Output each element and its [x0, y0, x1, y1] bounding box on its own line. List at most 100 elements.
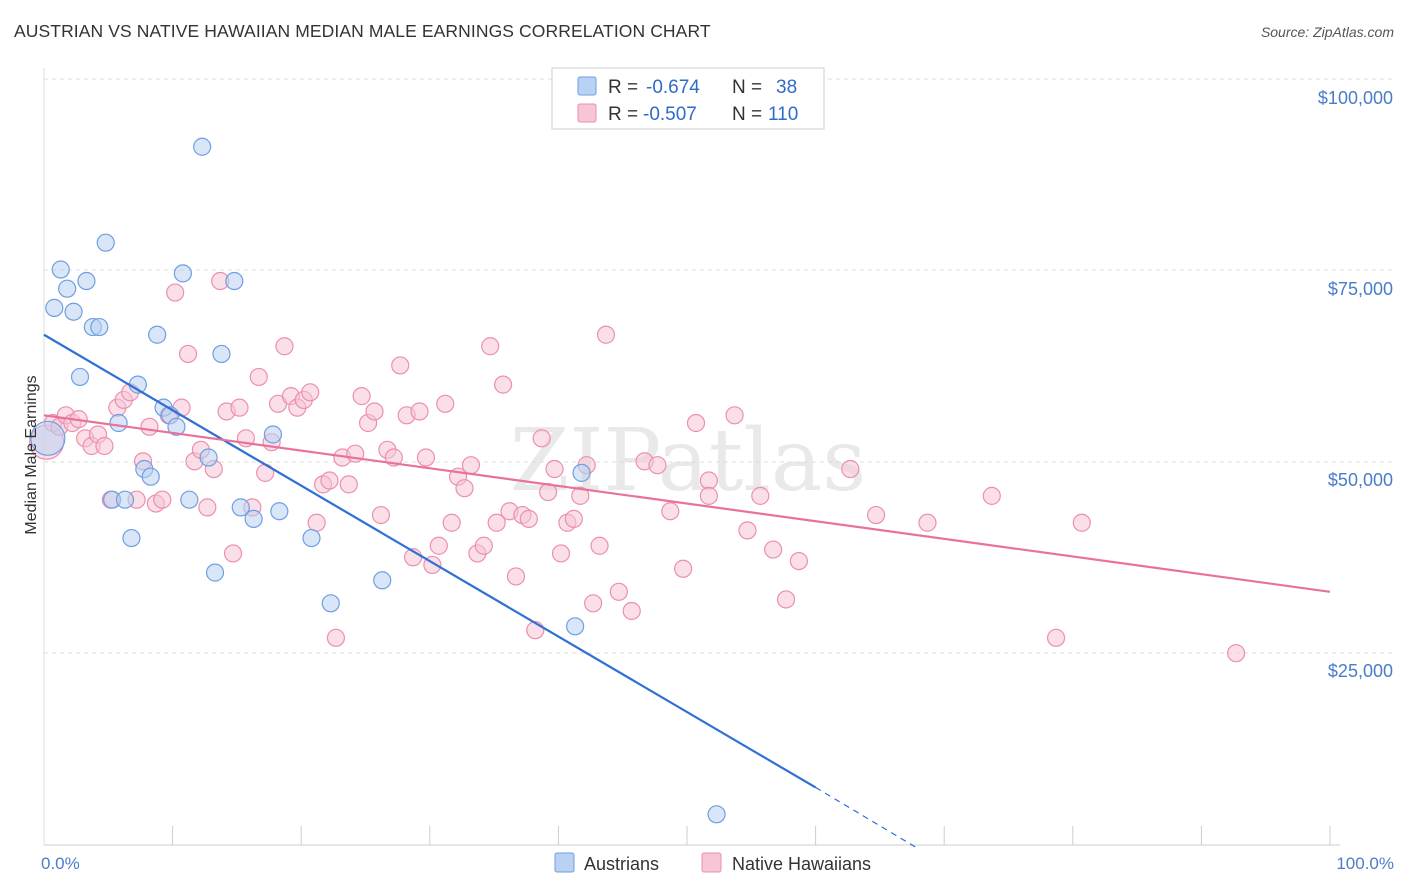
y-tick-labels: $100,000 $75,000 $50,000 $25,000: [1318, 88, 1393, 681]
native-hawaiian-point: [686, 413, 706, 433]
x-ticks: [43, 826, 1331, 845]
austrian-point: [373, 571, 392, 590]
native-hawaiian-point: [776, 590, 796, 609]
y-tick-label: $100,000: [1318, 88, 1393, 108]
chart-title: AUSTRIAN VS NATIVE HAWAIIAN MEDIAN MALE …: [14, 21, 711, 41]
native-hawaiian-point: [461, 456, 481, 475]
native-hawaiian-point: [166, 283, 185, 302]
native-hawaiian-point: [674, 559, 693, 578]
austrian-point: [115, 490, 135, 509]
native-hawaiian-point: [301, 383, 320, 402]
austrian-point: [148, 325, 167, 344]
austrian-point: [263, 425, 283, 444]
native-hawaiian-point: [436, 394, 455, 413]
native-hawaiian-point: [320, 471, 339, 490]
native-hawaiian-point: [153, 490, 172, 509]
legend-n-label-2: N =: [732, 104, 762, 125]
austrian-point: [572, 463, 591, 482]
native-hawaiian-point: [532, 429, 551, 448]
correlation-legend: R = -0.674 N = 38 R = -0.507 N = 110: [551, 67, 825, 130]
austrian-point: [122, 528, 141, 548]
native-hawaiian-point: [95, 436, 114, 456]
native-hawaiian-point: [982, 486, 1001, 505]
austrian-point: [51, 260, 70, 279]
chart-source: Source: ZipAtlas.com: [1260, 24, 1394, 40]
regression-line-native-hawaiians: [43, 414, 1331, 593]
legend-r-value-2: -0.507: [643, 104, 697, 125]
austrian-point: [193, 137, 212, 156]
native-hawaiian-point: [223, 544, 243, 563]
austrian-point: [707, 805, 726, 824]
y-tick-label: $25,000: [1328, 661, 1393, 681]
native-hawaiian-point: [725, 406, 744, 425]
bottom-legend-swatch-austrians: [554, 852, 575, 873]
austrian-point: [173, 264, 192, 283]
native-hawaiian-point: [648, 456, 667, 475]
y-tick-label: $75,000: [1328, 279, 1393, 299]
native-hawaiian-point: [596, 325, 616, 344]
bottom-legend-swatch-native-hawaiians: [701, 852, 722, 873]
native-hawaiian-point: [661, 502, 680, 521]
austrian-point: [244, 509, 263, 528]
native-hawaiian-point: [307, 513, 326, 532]
native-hawaiian-point: [699, 486, 718, 505]
austrian-point: [64, 302, 83, 321]
native-hawaiian-point: [738, 521, 757, 540]
native-hawaiian-point: [416, 448, 436, 467]
austrian-point: [231, 498, 250, 517]
austrian-point: [302, 528, 321, 548]
bottom-legend-label-austrians: Austrians: [584, 854, 659, 874]
native-hawaiian-point: [249, 367, 268, 387]
native-hawaiian-point: [841, 459, 860, 479]
native-hawaiian-point: [474, 536, 493, 555]
native-hawaiian-point: [178, 344, 198, 364]
austrian-point: [58, 279, 77, 298]
austrian-point: [167, 417, 186, 436]
austrian-point: [77, 271, 96, 291]
native-hawaiian-point: [506, 567, 526, 586]
x-tick-label-right: 100.0%: [1336, 854, 1394, 873]
native-hawaiian-point: [487, 513, 506, 532]
austrian-point: [199, 448, 218, 467]
native-hawaiian-point: [365, 402, 384, 421]
austrian-point: [45, 298, 64, 317]
regression-line-austrians: [43, 333, 817, 789]
austrian-point: [70, 367, 90, 387]
native-hawaiian-point: [140, 417, 159, 436]
native-hawaiian-point: [1046, 628, 1066, 647]
native-hawaiian-point: [545, 459, 564, 479]
native-hawaiian-point: [609, 582, 628, 601]
native-hawaiian-point: [391, 356, 410, 375]
native-hawaiian-point: [198, 498, 217, 517]
watermark: ZIPatlas: [510, 411, 866, 511]
legend-r-value-1: -0.674: [646, 77, 700, 98]
legend-n-value-1: 38: [776, 77, 797, 98]
native-hawaiian-point: [751, 486, 770, 505]
native-hawaiian-point: [230, 398, 249, 417]
austrian-point: [90, 317, 109, 337]
native-hawaiian-point: [275, 337, 294, 356]
native-hawaiian-point: [764, 540, 783, 559]
y-tick-label: $50,000: [1328, 470, 1393, 490]
native-hawaiian-point: [699, 471, 718, 490]
austrian-point: [30, 420, 66, 456]
native-hawaiian-point: [584, 594, 603, 613]
native-hawaiian-point: [410, 402, 429, 421]
austrian-point: [141, 467, 160, 486]
native-hawaiian-point: [481, 337, 500, 356]
native-hawaiian-point: [571, 486, 590, 505]
native-hawaiian-point: [455, 479, 474, 498]
native-hawaiian-point: [442, 513, 461, 532]
native-hawaiian-point: [1227, 644, 1246, 663]
native-hawaiian-point: [590, 536, 609, 555]
x-tick-label-left: 0.0%: [41, 854, 80, 873]
series-legend: Austrians Native Hawaiians: [554, 852, 871, 874]
native-hawaiian-point: [622, 601, 641, 621]
native-hawaiian-point: [326, 628, 346, 647]
native-hawaiian-point: [371, 505, 391, 525]
legend-swatch-native-hawaiians: [577, 103, 597, 123]
native-hawaiian-point: [866, 505, 886, 525]
native-hawaiian-point: [918, 513, 937, 532]
austrian-point: [212, 344, 231, 364]
